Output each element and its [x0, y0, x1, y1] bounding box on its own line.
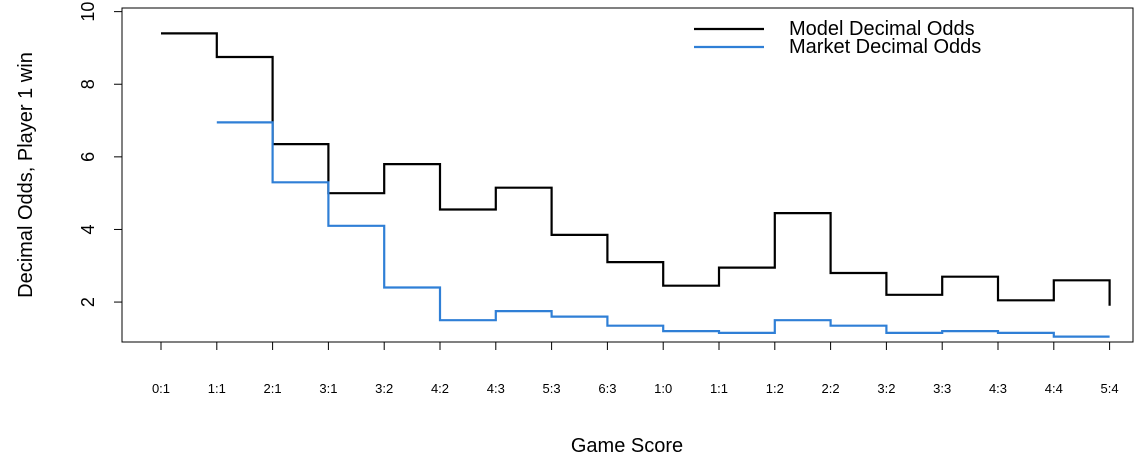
x-tick-label: 2:2	[822, 381, 840, 396]
series-line-market	[216, 121, 1110, 338]
plot-frame	[121, 7, 1134, 343]
y-axis-label: Decimal Odds, Player 1 win	[15, 52, 37, 298]
series-line-model	[161, 32, 1111, 306]
x-tick-label: 1:0	[654, 381, 672, 396]
x-tick-label: 3:3	[933, 381, 951, 396]
legend-label-market: Market Decimal Odds	[789, 36, 981, 58]
x-tick-label: 4:3	[487, 381, 505, 396]
y-tick-label: 4	[78, 224, 98, 234]
x-tick-label: 5:4	[1101, 381, 1119, 396]
x-tick-label: 5:3	[543, 381, 561, 396]
x-tick-label: 0:1	[152, 381, 170, 396]
y-tick-label: 2	[78, 297, 98, 307]
x-tick-label: 6:3	[598, 381, 616, 396]
x-axis-label: Game Score	[571, 435, 683, 457]
x-tick-label: 2:1	[264, 381, 282, 396]
y-tick-label: 6	[78, 152, 98, 162]
x-tick-label: 4:4	[1045, 381, 1063, 396]
x-tick-label: 1:2	[766, 381, 784, 396]
x-tick-label: 3:1	[319, 381, 337, 396]
x-tick-label: 4:3	[989, 381, 1007, 396]
series-layer	[161, 32, 1111, 338]
y-axis: 2 4 6 8 10	[78, 2, 122, 307]
y-tick-label: 8	[78, 79, 98, 89]
y-tick-label: 10	[78, 2, 98, 22]
x-axis: 0:1 1:1 2:1 3:1 3:2 4:2 4:3 5:3 6:3 1:0 1:1 1:2 2:2 3…	[152, 342, 1119, 396]
legend-label-model: Model Decimal Odds	[789, 18, 975, 40]
x-tick-label: 3:2	[877, 381, 895, 396]
x-tick-label: 4:2	[431, 381, 449, 396]
x-tick-label: 1:1	[208, 381, 226, 396]
x-tick-label: 3:2	[375, 381, 393, 396]
x-tick-label: 1:1	[710, 381, 728, 396]
